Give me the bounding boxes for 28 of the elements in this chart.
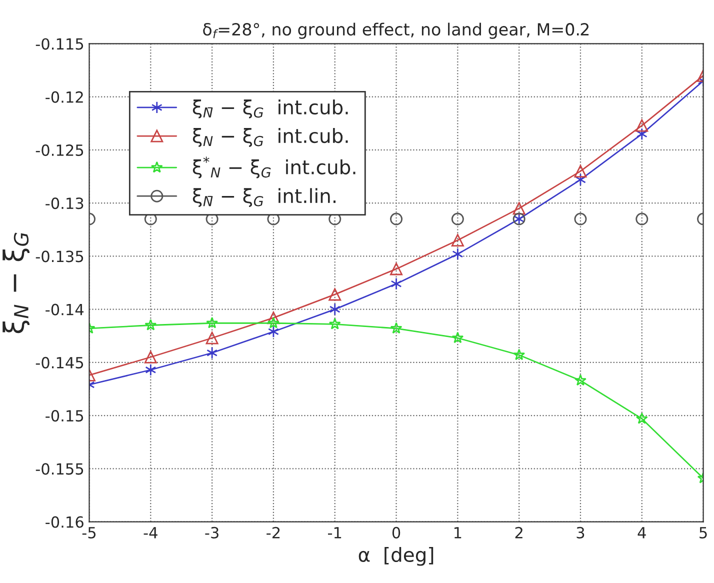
y-tick-label: -0.12: [46, 91, 83, 103]
legend-label: ξ$_{N̄}$ − ξ$_{G}$ int.cub.: [192, 99, 348, 118]
legend-label: ξ$_{N}$ − ξ$_{G}$ int.cub.: [192, 128, 348, 147]
x-tick-label: -4: [144, 527, 158, 538]
x-tick-label: 5: [700, 527, 707, 538]
x-tick-label: 3: [576, 526, 584, 538]
x-tick-label: 0: [392, 526, 400, 538]
y-tick-label: -0.13: [46, 198, 84, 210]
x-tick-label: 4: [638, 527, 646, 538]
legend-label: ξ$^{*}$$_{N}$ − ξ$_{G}$ int.cub.: [192, 156, 356, 178]
x-tick-label: 1: [454, 527, 462, 538]
y-tick-label: -0.125: [36, 144, 84, 156]
y-tick-label: -0.15: [46, 410, 84, 422]
y-tick-label: -0.155: [36, 463, 84, 475]
x-tick-label: 2: [515, 526, 522, 538]
y-axis-title: ξ$_{N}$ − ξ$_{G}$: [2, 232, 30, 334]
x-axis-title: α [deg]: [358, 546, 434, 566]
x-tick-label: -1: [328, 527, 342, 538]
x-tick-label: -5: [82, 527, 96, 538]
chart-title: δ$_{f}$=28°, no ground effect, no land gear, M=0.2: [203, 22, 589, 39]
x-tick-label: -3: [205, 526, 218, 538]
y-tick-label: -0.115: [36, 38, 84, 50]
y-tick-label: -0.135: [36, 250, 84, 262]
y-tick-label: -0.14: [46, 304, 84, 316]
legend-label: ξ$_{N̄}$ − ξ$_{G}$ int.lin.: [192, 188, 336, 207]
y-tick-label: -0.16: [46, 516, 84, 528]
x-tick-label: -2: [266, 526, 280, 538]
y-tick-label: -0.145: [36, 356, 84, 368]
